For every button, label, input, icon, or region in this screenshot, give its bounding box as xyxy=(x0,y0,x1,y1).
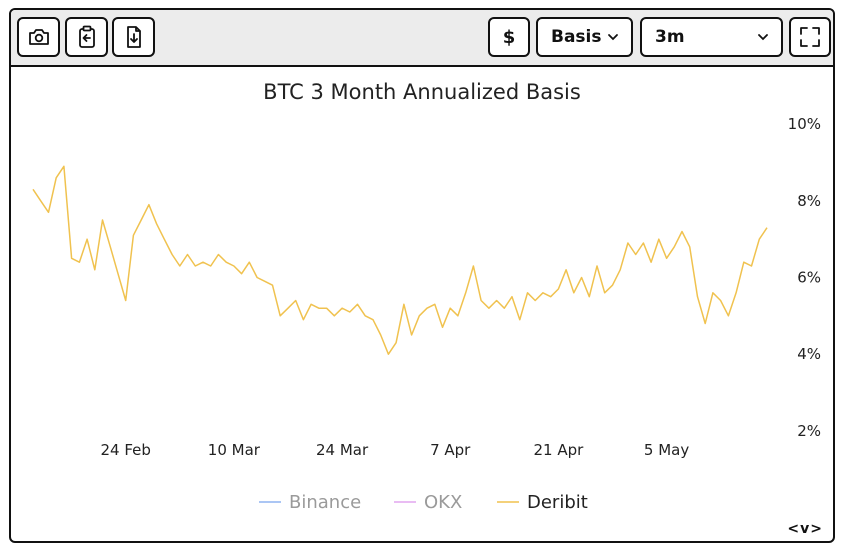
chart-nav-toggle[interactable]: <v> xyxy=(787,521,823,537)
period-select-value: 3m xyxy=(655,27,685,47)
x-tick-label: 7 Apr xyxy=(430,441,471,459)
chevron-down-icon xyxy=(758,34,768,41)
legend-label: Binance xyxy=(289,492,361,513)
fullscreen-button[interactable] xyxy=(789,17,831,57)
chart-title: BTC 3 Month Annualized Basis xyxy=(263,80,581,104)
legend-item-deribit[interactable]: Deribit xyxy=(497,492,588,513)
chart-plot: 10% 8% 6% 4% 2% 24 Feb 10 Mar 24 Mar 7 Apr 21 Ap… xyxy=(32,115,821,513)
chart-widget: $ Basis 3m BTC 3 Month Annualized Basis … xyxy=(9,8,835,543)
clipboard-icon xyxy=(78,25,95,48)
y-tick-label: 8% xyxy=(797,192,821,210)
metric-select[interactable]: Basis xyxy=(536,17,633,57)
y-tick-label: 6% xyxy=(797,269,821,287)
currency-label: $ xyxy=(502,26,516,48)
screenshot-button[interactable] xyxy=(17,17,60,57)
currency-button[interactable]: $ xyxy=(488,17,530,57)
x-tick-label: 24 Mar xyxy=(316,441,369,459)
camera-icon xyxy=(28,29,49,45)
series-line-deribit xyxy=(32,165,768,355)
y-tick-label: 4% xyxy=(797,345,821,363)
toolbar: $ Basis 3m xyxy=(11,10,833,67)
period-select[interactable]: 3m xyxy=(640,17,783,57)
x-tick-label: 5 May xyxy=(644,441,689,459)
legend-label: OKX xyxy=(424,492,462,513)
x-tick-label: 24 Feb xyxy=(101,441,151,459)
x-tick-label: 21 Apr xyxy=(533,441,584,459)
chevron-down-icon xyxy=(608,34,618,41)
download-icon xyxy=(126,26,141,48)
metric-select-value: Basis xyxy=(551,27,602,47)
x-tick-label: 10 Mar xyxy=(208,441,261,459)
copy-button[interactable] xyxy=(65,17,108,57)
download-button[interactable] xyxy=(112,17,155,57)
y-tick-label: 2% xyxy=(797,422,821,440)
legend-label: Deribit xyxy=(527,492,588,513)
legend-item-okx[interactable]: OKX xyxy=(394,492,462,513)
legend-item-binance[interactable]: Binance xyxy=(259,492,361,513)
y-tick-label: 10% xyxy=(788,115,821,133)
fullscreen-icon xyxy=(800,27,820,47)
